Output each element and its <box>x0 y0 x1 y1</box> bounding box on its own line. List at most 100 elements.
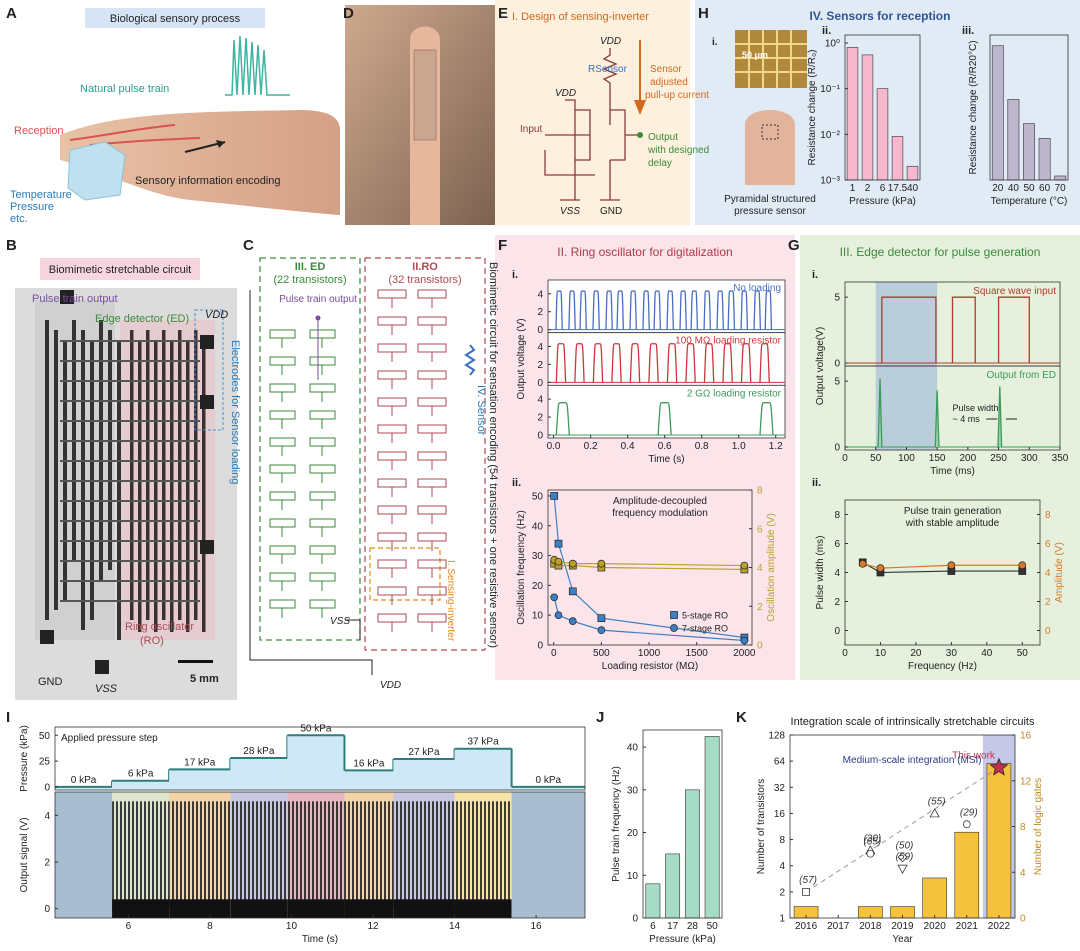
panel-label: J <box>596 709 604 726</box>
label: 5 mm <box>190 673 219 685</box>
y2-axis-label: Oscillation amplitude (V) <box>766 513 777 621</box>
y-tick-label: 20 <box>532 581 544 592</box>
ref-label: (55) <box>928 796 946 807</box>
y-tick-label: 0 <box>537 325 543 336</box>
zoom-box <box>761 124 779 140</box>
subplot-frame <box>547 332 786 386</box>
signal-spikes <box>454 801 512 909</box>
b-title-box <box>40 258 200 280</box>
marker <box>866 849 875 858</box>
label: VDD <box>555 88 576 99</box>
x-axis-label: Time (ms) <box>930 466 975 477</box>
transistors <box>269 289 447 632</box>
y-tick-label: 5 <box>834 377 840 388</box>
transistor <box>417 370 447 389</box>
pressure-area <box>454 748 512 790</box>
pyramid-grid <box>735 30 807 88</box>
label: VSS <box>330 616 350 627</box>
label: III. ED <box>295 261 326 273</box>
signal-spikes <box>112 801 170 909</box>
transistor <box>309 572 336 591</box>
y-tick-label: 0 <box>834 359 840 370</box>
x-tick-label: 16 <box>531 921 543 932</box>
label: Input <box>520 124 542 135</box>
transistor <box>377 316 407 335</box>
label: III. Edge detector for pulse generation <box>840 245 1041 259</box>
trace <box>45 320 49 620</box>
y-tick-label: 6 <box>1045 539 1051 550</box>
label: Pyramidal structured <box>724 194 816 205</box>
x-tick-label: 1.2 <box>769 441 783 452</box>
y-tick-label: 2 <box>1045 597 1051 608</box>
pulse <box>592 343 604 383</box>
sublabel: ii. <box>812 477 821 489</box>
ref-label: (57) <box>799 875 817 886</box>
label: GND <box>600 206 622 217</box>
y-tick-label: 0 <box>632 914 638 925</box>
y-axis-label: Pressure (kPa) <box>19 725 30 792</box>
y-tick-label: 10⁻² <box>820 130 840 141</box>
x-tick-label: 60 <box>1039 183 1051 194</box>
signal-band <box>511 792 585 918</box>
x-tick-label: 40 <box>907 183 919 194</box>
x-tick-label: 70 <box>1055 183 1067 194</box>
transistor <box>377 586 407 605</box>
x-tick-label: 20 <box>992 183 1004 194</box>
trace <box>60 540 200 542</box>
y-tick-label: 40 <box>532 521 544 532</box>
signal-floor <box>169 899 231 918</box>
annotation: Applied pressure step <box>61 733 158 744</box>
trace <box>194 330 198 620</box>
label: Reception <box>14 125 64 137</box>
y-tick-label: 8 <box>834 510 840 521</box>
pulse <box>648 343 659 383</box>
x-tick-label: 300 <box>1021 453 1038 464</box>
trace <box>99 320 103 580</box>
a-title-box <box>85 8 265 28</box>
y-tick-label: 16 <box>774 809 786 820</box>
x-tick-label: 14 <box>449 921 461 932</box>
x-tick-label: 6 <box>126 921 132 932</box>
y-tick-label: 2 <box>537 413 543 424</box>
label: I. Sensing-inverter <box>445 560 456 642</box>
y-axis-label: Number of transistors <box>756 779 767 875</box>
label: Biomimetic circuit for sensation encodin… <box>487 262 499 648</box>
y-tick-label: 50 <box>532 491 544 502</box>
label: VSS <box>95 683 118 695</box>
transistor <box>377 343 407 362</box>
plot-frame <box>844 34 921 181</box>
y2-axis-label: Amplitude (V) <box>1054 542 1065 603</box>
label: (RO) <box>140 635 164 647</box>
x-tick-label: 1500 <box>686 648 709 659</box>
x-tick-label: 50 <box>707 921 719 932</box>
label: VDD <box>600 36 621 47</box>
pressure-area <box>230 757 288 790</box>
cube <box>67 141 126 201</box>
transistor <box>417 343 447 362</box>
value-label: 16 kPa <box>353 758 385 769</box>
pulse <box>657 402 672 436</box>
x-tick-label: 6 <box>880 183 886 194</box>
signal-spikes <box>169 801 231 909</box>
pulse <box>685 343 696 383</box>
sensor-resistor <box>464 344 476 376</box>
pad <box>200 540 214 554</box>
trace <box>108 330 112 570</box>
signal-spikes <box>230 801 288 909</box>
x-tick-label: 350 <box>1052 453 1069 464</box>
y-tick-label: 25 <box>39 757 51 768</box>
x-tick-label: 200 <box>960 453 977 464</box>
pressure-area <box>344 770 394 790</box>
x-tick-label: 500 <box>593 648 610 659</box>
y-tick-label: 0 <box>1045 626 1051 637</box>
marker <box>989 757 1009 776</box>
bar <box>906 165 919 181</box>
bar <box>861 54 874 181</box>
x-tick-label: 0.4 <box>621 441 635 452</box>
x-tick-label: 12 <box>367 921 379 932</box>
pressure-area <box>112 780 170 790</box>
x-tick-label: 0 <box>551 648 557 659</box>
value-label: 0 kPa <box>536 775 562 786</box>
panel-label: H <box>698 5 709 22</box>
y-tick-label: 10⁻¹ <box>820 84 840 95</box>
